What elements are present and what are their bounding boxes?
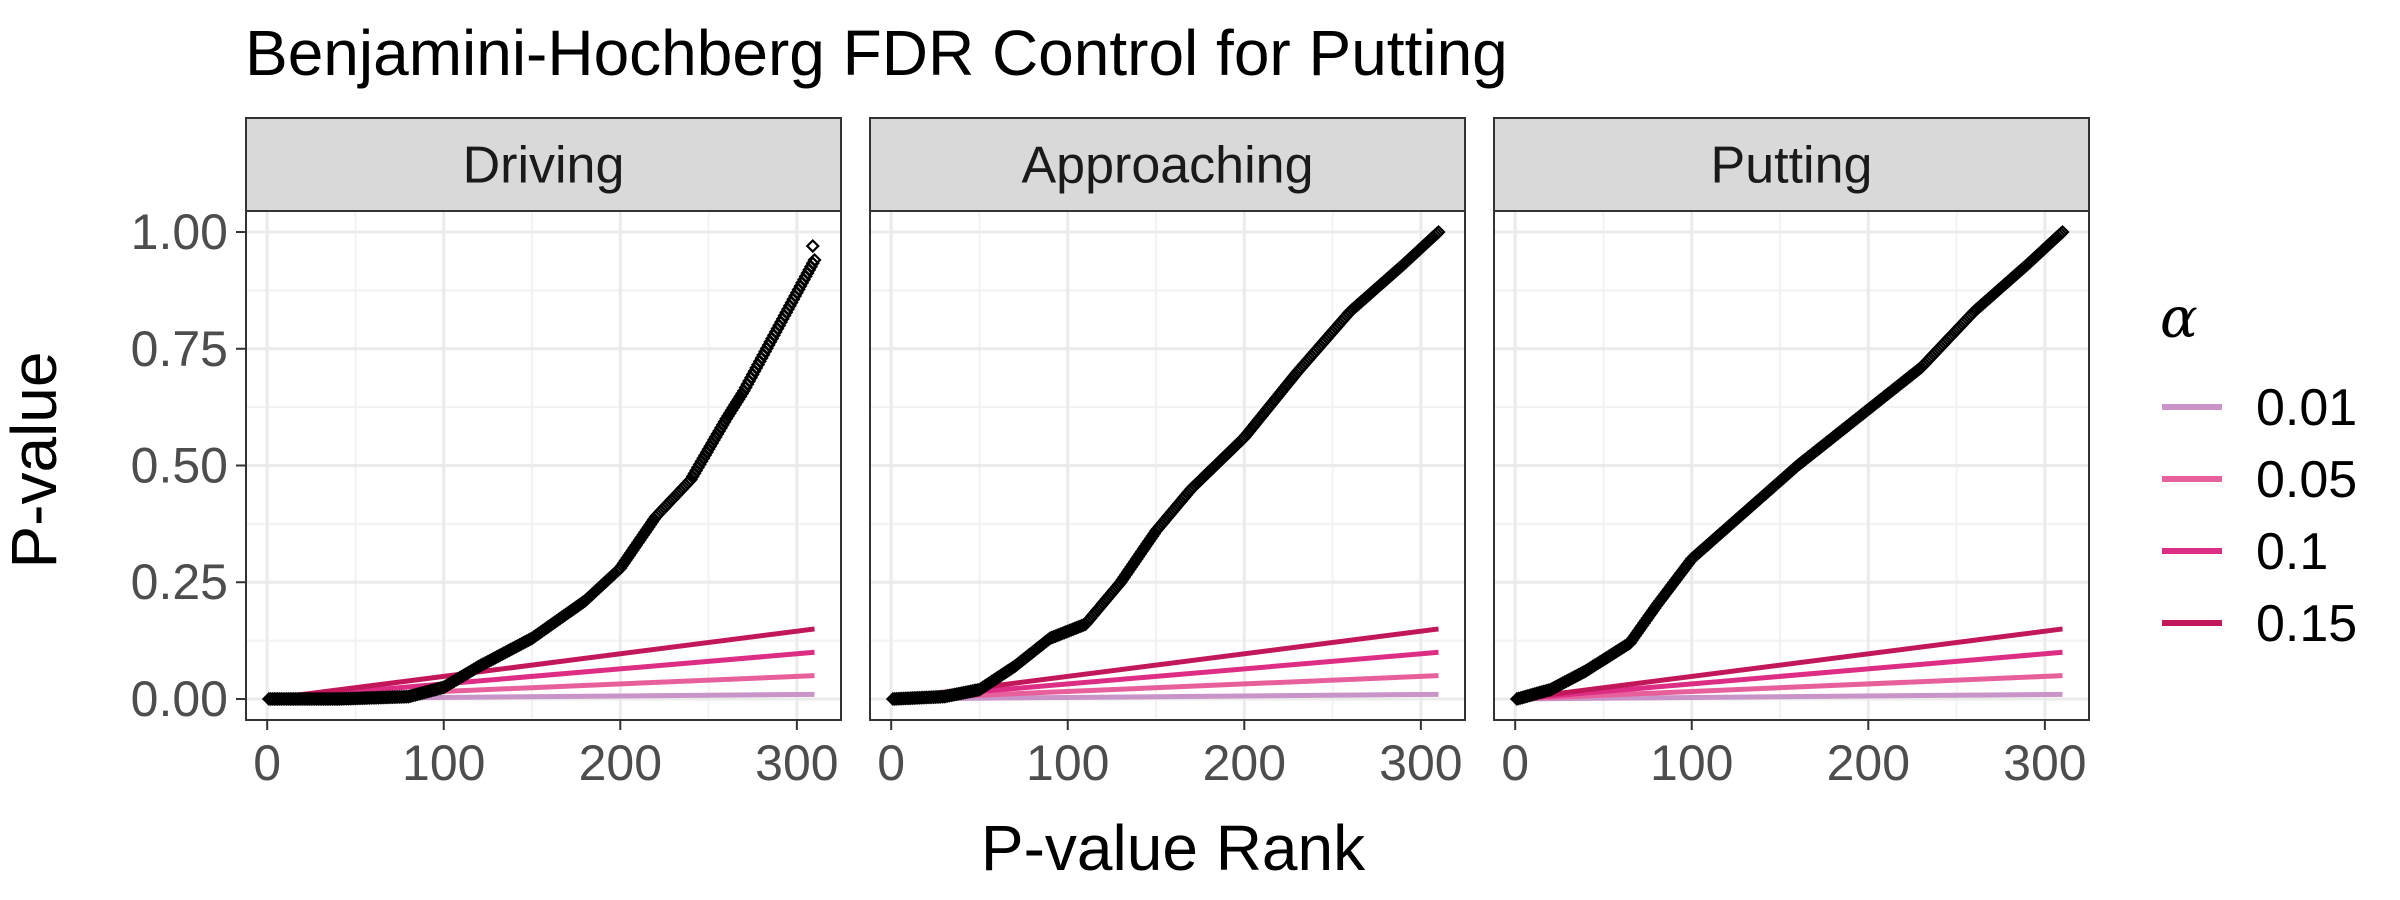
facet-panels: Driving 0 100 200 300 0.00 0.25 0.50 0.75 1.00 App… (131, 117, 2090, 791)
panel-border (1493, 210, 2090, 721)
x-tick-label: 200 (1827, 735, 1910, 791)
facet-strip-label: Putting (1711, 137, 1873, 195)
x-tick-label: 0 (877, 735, 905, 791)
x-tick-label: 300 (1379, 735, 1462, 791)
panel-driving: Driving 0 100 200 300 0.00 0.25 0.50 0.75 1.00 (131, 117, 842, 791)
facet-strip-label: Approaching (1022, 137, 1314, 195)
legend-item-0.15: 0.15 (2162, 595, 2357, 653)
y-tick-label: 0.50 (131, 438, 228, 494)
y-axis-title: P-value (0, 352, 70, 569)
pvalue-points (1509, 224, 2070, 707)
alpha-line-0.05 (892, 673, 1439, 702)
y-tick-label: 0.25 (131, 554, 228, 610)
legend-label: 0.1 (2256, 523, 2328, 581)
x-tick-label: 200 (1203, 735, 1286, 791)
panel-approaching: Approaching 0 100 200 300 (869, 117, 1466, 791)
alpha-line-0.1 (268, 649, 815, 702)
legend-item-0.01: 0.01 (2162, 379, 2357, 437)
x-tick-label: 0 (253, 735, 281, 791)
facet-strip (245, 117, 842, 212)
x-tick-label: 100 (1650, 735, 1733, 791)
legend-item-0.1: 0.1 (2162, 523, 2328, 581)
panel-putting: Putting 0 100 200 300 (1493, 117, 2090, 791)
facet-strip (1493, 117, 2090, 212)
alpha-line-0.15 (1516, 626, 2063, 702)
x-tick-label: 300 (755, 735, 838, 791)
alpha-line-0.15 (268, 626, 815, 702)
pvalue-points (885, 224, 1446, 707)
pvalue-point-max (805, 238, 820, 254)
legend-item-0.05: 0.05 (2162, 451, 2357, 509)
pvalue-point (1431, 224, 1446, 240)
x-tick-label: 100 (1026, 735, 1109, 791)
legend-label: 0.15 (2256, 595, 2357, 653)
legend-title: α (2160, 286, 2198, 351)
alpha-line-0.01 (1516, 691, 2063, 702)
pvalue-point (807, 252, 822, 268)
alpha-line-0.01 (892, 691, 1439, 702)
legend: α 0.01 0.05 0.1 0.15 (2160, 286, 2357, 653)
facet-strip-label: Driving (463, 137, 625, 195)
panel-border (869, 210, 1466, 721)
x-axis-title: P-value Rank (981, 812, 1366, 884)
x-tick-label: 200 (579, 735, 662, 791)
chart-title: Benjamini-Hochberg FDR Control for Putti… (245, 17, 1508, 89)
y-tick-label: 0.00 (131, 671, 228, 727)
legend-label: 0.05 (2256, 451, 2357, 509)
alpha-line-0.1 (1516, 649, 2063, 702)
y-tick-label: 0.75 (131, 321, 228, 377)
y-tick-label: 1.00 (131, 204, 228, 260)
x-tick-label: 300 (2003, 735, 2086, 791)
x-tick-label: 0 (1501, 735, 1529, 791)
pvalue-points (261, 238, 822, 707)
x-tick-label: 100 (402, 735, 485, 791)
legend-label: 0.01 (2256, 379, 2357, 437)
pvalue-point (2055, 224, 2070, 240)
alpha-line-0.05 (1516, 673, 2063, 702)
